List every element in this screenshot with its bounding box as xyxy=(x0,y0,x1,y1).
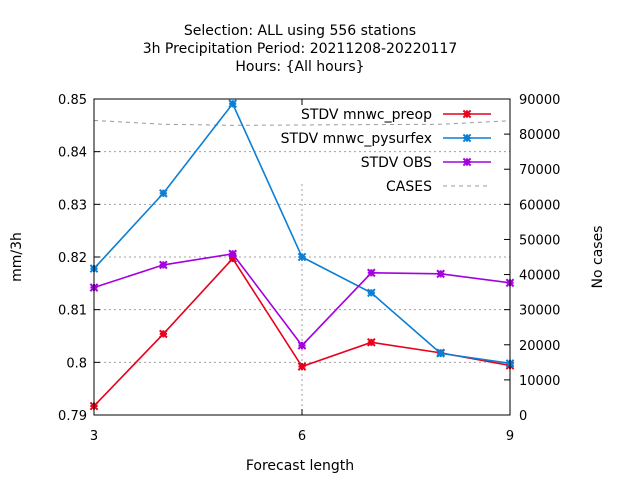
data-point xyxy=(228,249,237,259)
x-axis: 3 6 9 xyxy=(90,99,514,444)
y2-tick-label: 30000 xyxy=(519,304,560,319)
data-point xyxy=(159,329,168,339)
series-stdv-mnwc-preop xyxy=(89,254,515,411)
data-point xyxy=(297,362,307,371)
data-point xyxy=(297,252,307,262)
legend-label: STDV mnwc_preop xyxy=(301,107,432,123)
y-tick-label: 0.85 xyxy=(58,93,87,108)
y2-tick-label: 0 xyxy=(519,409,527,424)
grid xyxy=(94,151,510,415)
y2-axis-label: No cases xyxy=(590,226,606,289)
x-axis-label: Forecast length xyxy=(246,458,354,474)
series-cases xyxy=(93,119,511,126)
data-point xyxy=(436,349,445,358)
legend-label: STDV OBS xyxy=(361,155,432,171)
data-point xyxy=(462,157,472,167)
data-point xyxy=(436,269,445,279)
data-point xyxy=(367,268,376,278)
data-point xyxy=(462,109,472,119)
chart-title-line-3: Hours: {All hours} xyxy=(235,59,364,75)
data-point xyxy=(462,133,472,143)
chart-title-line-1: Selection: ALL using 556 stations xyxy=(184,23,416,39)
data-point xyxy=(159,188,168,198)
legend-label: CASES xyxy=(386,179,432,195)
y2-tick-label: 60000 xyxy=(519,198,560,213)
y-axis: 0.79 0.8 0.81 0.82 0.83 0.84 0.85 xyxy=(58,93,100,424)
data-point xyxy=(228,254,237,263)
legend: STDV mnwc_preop STDV mnwc_pysurfex STDV OB… xyxy=(281,107,491,195)
y-axis-label: mm/3h xyxy=(9,232,25,282)
y2-axis: 0 10000 20000 30000 40000 50000 60000 70000 8000… xyxy=(504,93,560,424)
y2-tick-label: 90000 xyxy=(519,93,560,108)
data-point xyxy=(228,99,237,109)
y2-tick-label: 20000 xyxy=(519,339,560,354)
y2-tick-label: 80000 xyxy=(519,128,560,143)
data-point xyxy=(367,338,376,347)
x-tick-label: 9 xyxy=(506,429,514,444)
y2-tick-label: 10000 xyxy=(519,374,560,389)
y-tick-label: 0.8 xyxy=(66,356,87,371)
y2-tick-label: 50000 xyxy=(519,233,560,248)
y-tick-label: 0.84 xyxy=(58,146,87,161)
series-line xyxy=(93,119,511,126)
x-tick-label: 3 xyxy=(90,429,98,444)
y-tick-label: 0.79 xyxy=(58,409,87,424)
y-tick-label: 0.81 xyxy=(58,304,87,319)
data-point xyxy=(367,288,376,298)
data-point xyxy=(159,260,168,270)
y2-tick-label: 70000 xyxy=(519,163,560,178)
y-tick-label: 0.83 xyxy=(58,198,87,213)
y2-tick-label: 40000 xyxy=(519,269,560,284)
y-tick-label: 0.82 xyxy=(58,251,87,266)
chart-title-line-2: 3h Precipitation Period: 20211208-202201… xyxy=(143,41,458,57)
data-point xyxy=(297,341,307,350)
legend-label: STDV mnwc_pysurfex xyxy=(281,131,432,147)
x-tick-label: 6 xyxy=(298,429,306,444)
